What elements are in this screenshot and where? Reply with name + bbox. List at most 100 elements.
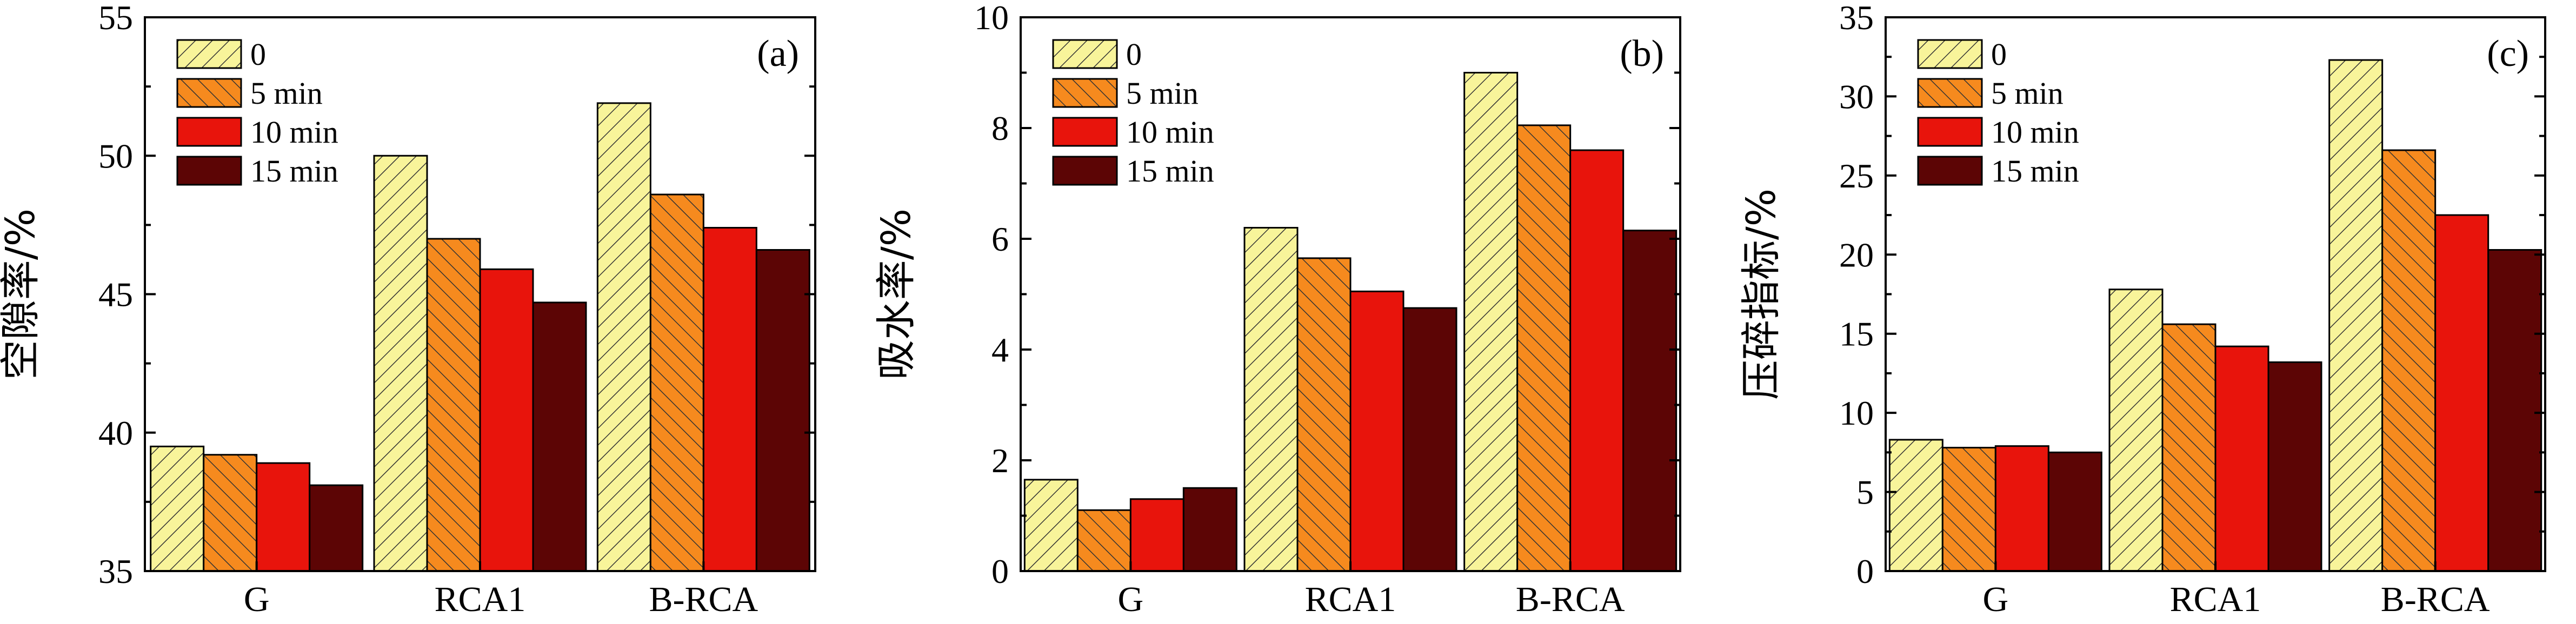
legend-swatch-1 [176,39,242,69]
bar-b-rca-series-3 [702,227,757,572]
bar-g-series-4 [309,484,364,572]
bar-rca1-series-1 [1243,227,1299,572]
bar-g-series-2 [1941,447,1996,572]
bar-b-rca-series-3 [1569,149,1625,572]
bar-b-rca-series-1 [2328,59,2384,572]
y-axis-label: 空隙率/% [0,209,44,380]
bar-b-rca-series-1 [596,102,651,572]
y-tick-label: 40 [98,414,133,452]
y-tick-label: 20 [1839,236,1874,274]
legend-swatch-3 [1052,117,1118,147]
x-tick-label: B-RCA [649,580,758,619]
legend-swatch-1 [1052,39,1118,69]
y-tick-label: 0 [1856,552,1874,591]
legend-label-2: 5 min [1991,76,2064,111]
legend-label-1: 0 [250,37,266,72]
legend-label-3: 10 min [250,115,338,150]
y-tick-label: 25 [1839,157,1874,195]
legend-label-4: 15 min [1991,153,2079,189]
legend-swatch-2 [1917,78,1983,108]
bar-g-series-3 [256,462,311,572]
x-tick-label: G [1982,580,2008,619]
legend-swatch-1 [1917,39,1983,69]
legend-swatch-2 [176,78,242,108]
panel-label: (a) [757,33,799,75]
chart-panel-1: G RCA1 B-RCA 35 40 45 50 55 空隙率/% (a) 0 5 min 10 min… [0,0,816,619]
bar-g-series-2 [203,454,258,572]
legend-label-4: 15 min [1126,153,1214,189]
legend-label-3: 10 min [1991,115,2079,150]
x-tick-label: G [1117,580,1143,619]
y-tick-label: 8 [991,109,1009,147]
bar-g-series-1 [1888,439,1943,572]
legend-label-2: 5 min [1126,76,1199,111]
y-tick-label: 10 [974,0,1009,37]
x-tick-label: G [244,580,270,619]
bar-b-rca-series-2 [2381,149,2437,572]
y-tick-label: 45 [98,276,133,314]
bar-b-rca-series-2 [649,193,704,572]
x-tick-label: RCA1 [1305,580,1396,619]
legend-label-1: 0 [1991,37,2007,72]
bar-rca1-series-4 [2267,361,2322,572]
x-tick-label: B-RCA [2381,580,2490,619]
legend-label-2: 5 min [250,76,323,111]
panel-label: (c) [2487,33,2529,75]
legend-label-1: 0 [1126,37,1142,72]
bar-b-rca-series-4 [2487,249,2542,572]
legend-swatch-4 [1052,156,1118,186]
bar-rca1-series-3 [479,268,534,572]
y-tick-label: 55 [98,0,133,37]
legend-swatch-3 [1917,117,1983,147]
y-tick-label: 30 [1839,77,1874,116]
x-tick-label: RCA1 [2170,580,2261,619]
bar-b-rca-series-1 [1463,72,1519,572]
bar-g-series-3 [1994,445,2049,572]
bar-b-rca-series-2 [1516,124,1572,572]
y-tick-label: 5 [1856,473,1874,512]
legend-swatch-3 [176,117,242,147]
bar-rca1-series-4 [532,301,587,572]
bar-g-series-4 [2047,451,2102,572]
y-axis-label: 压碎指标/% [1738,189,1785,400]
bar-rca1-series-2 [1296,257,1352,572]
bar-rca1-series-2 [2161,323,2216,572]
bar-rca1-series-3 [2214,345,2269,572]
bar-b-rca-series-4 [755,249,810,572]
bar-rca1-series-3 [1349,290,1405,572]
y-tick-label: 4 [991,331,1009,369]
y-tick-label: 35 [1839,0,1874,37]
legend-swatch-4 [176,156,242,186]
y-tick-label: 50 [98,137,133,175]
legend-label-3: 10 min [1126,115,1214,150]
bar-rca1-series-1 [2108,288,2164,572]
x-tick-label: RCA1 [435,580,526,619]
y-axis-label: 吸水率/% [873,209,920,380]
bar-rca1-series-2 [426,238,481,572]
bar-g-series-1 [150,445,205,572]
bar-rca1-series-4 [1402,307,1457,572]
chart-panel-3: G RCA1 B-RCA 0 5 10 15 20 25 30 35 压碎指标/% (c) 0 5 min 1… [1738,0,2546,619]
bar-g-series-2 [1076,509,1131,572]
bar-g-series-1 [1023,479,1079,572]
x-tick-label: B-RCA [1516,580,1625,619]
bar-g-series-3 [1129,498,1184,572]
y-tick-label: 2 [991,441,1009,480]
y-tick-label: 6 [991,220,1009,258]
bar-g-series-4 [1182,487,1237,572]
bar-b-rca-series-3 [2434,214,2490,572]
panel-label: (b) [1620,33,1664,75]
bar-rca1-series-1 [373,155,428,572]
legend-label-4: 15 min [250,153,338,189]
y-tick-label: 0 [991,552,1009,591]
y-tick-label: 15 [1839,315,1874,353]
legend-swatch-4 [1917,156,1983,186]
bar-b-rca-series-4 [1622,230,1678,572]
legend-swatch-2 [1052,78,1118,108]
chart-panel-2: G RCA1 B-RCA 0 2 4 6 8 10 吸水率/% (b) 0 5 min 10 min15 … [873,0,1681,619]
y-tick-label: 10 [1839,394,1874,432]
